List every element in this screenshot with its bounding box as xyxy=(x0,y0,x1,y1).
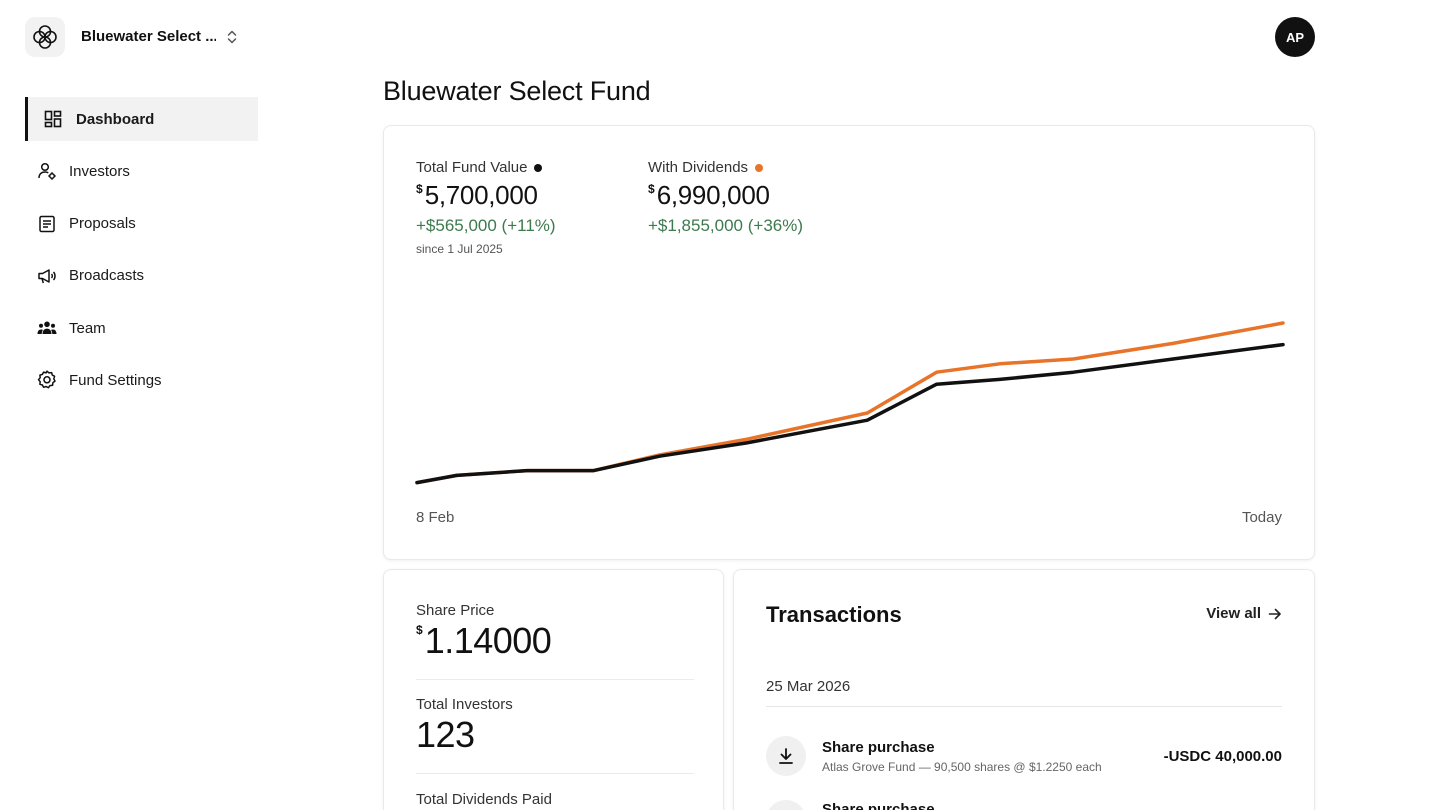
divider xyxy=(416,773,694,774)
transaction-amount: -USDC 40,000.00 xyxy=(1163,747,1282,765)
total-fund-value: 5,700,000 xyxy=(424,180,538,210)
fund-stats-card: Share Price $ 1.14000 Total Investors 12… xyxy=(383,569,724,810)
stat-label: Total Dividends Paid xyxy=(416,791,552,808)
download-arrow-icon xyxy=(766,800,806,810)
since-date: since 1 Jul 2025 xyxy=(416,242,503,256)
document-list-icon xyxy=(37,214,57,234)
sidebar-item-dashboard[interactable]: Dashboard xyxy=(25,97,258,141)
fund-name: Bluewater Select ... xyxy=(81,28,216,45)
sidebar-item-label: Team xyxy=(69,319,106,337)
metric-label: Total Fund Value xyxy=(416,159,528,176)
transactions-date-header: 25 Mar 2026 xyxy=(766,678,851,695)
with-dividends-value: 6,990,000 xyxy=(656,180,770,210)
sidebar-item-label: Proposals xyxy=(69,215,136,233)
view-all-link[interactable]: View all xyxy=(1206,605,1282,622)
legend-dot xyxy=(755,163,764,172)
divider xyxy=(416,679,694,680)
transaction-row[interactable]: Share purchase xyxy=(766,799,1282,810)
sidebar-item-investors[interactable]: Investors xyxy=(25,149,258,193)
sidebar-item-label: Investors xyxy=(69,162,130,180)
fund-value-line-chart xyxy=(415,321,1285,485)
gear-icon xyxy=(37,370,57,390)
sidebar-item-proposals[interactable]: Proposals xyxy=(25,202,258,246)
total-dividends-stat: Total Dividends Paid xyxy=(416,791,694,808)
sidebar-item-team[interactable]: Team xyxy=(25,306,258,350)
stat-label: Share Price xyxy=(416,602,495,619)
transaction-name: Share purchase xyxy=(822,738,935,756)
with-dividends-metric: With Dividends $ 6,990,000 +$1,855,000 (… xyxy=(648,159,803,236)
view-all-label: View all xyxy=(1206,605,1261,622)
fund-value-card: Total Fund Value $ 5,700,000 +$565,000 (… xyxy=(383,125,1315,560)
user-avatar[interactable]: AP xyxy=(1275,17,1315,57)
transactions-card: Transactions View all 25 Mar 2026 Share … xyxy=(733,569,1315,810)
transaction-row[interactable]: Share purchase Atlas Grove Fund — 90,500… xyxy=(766,735,1282,777)
currency-symbol: $ xyxy=(416,182,423,196)
megaphone-icon xyxy=(37,266,57,286)
total-fund-change: +$565,000 (+11%) xyxy=(416,216,556,235)
chevron-updown-icon xyxy=(226,29,238,45)
metric-label: With Dividends xyxy=(648,159,749,176)
divider xyxy=(766,706,1282,707)
clover-logo-icon xyxy=(25,16,65,57)
fund-switcher[interactable]: Bluewater Select ... xyxy=(25,16,238,57)
sidebar-item-label: Dashboard xyxy=(76,110,155,128)
sidebar-item-broadcasts[interactable]: Broadcasts xyxy=(25,254,258,298)
currency-symbol: $ xyxy=(648,182,655,196)
with-dividends-change: +$1,855,000 (+36%) xyxy=(648,216,804,235)
sidebar-item-fund-settings[interactable]: Fund Settings xyxy=(25,358,258,402)
total-fund-value-line xyxy=(415,342,1285,485)
arrow-right-icon xyxy=(1268,608,1281,619)
currency-symbol: $ xyxy=(416,623,423,637)
total-investors-value: 123 xyxy=(416,714,475,755)
team-icon xyxy=(37,318,57,338)
users-gear-icon xyxy=(37,161,57,181)
stat-label: Total Investors xyxy=(416,696,513,713)
transaction-detail: Atlas Grove Fund — 90,500 shares @ $1.22… xyxy=(822,759,1102,774)
sidebar-item-label: Broadcasts xyxy=(69,267,145,285)
page-title: Bluewater Select Fund xyxy=(383,76,651,106)
total-investors-stat: Total Investors 123 xyxy=(416,696,694,755)
dashboard-grid-icon xyxy=(43,109,63,129)
share-price-stat: Share Price $ 1.14000 xyxy=(416,602,694,661)
share-price-value: 1.14000 xyxy=(424,620,552,661)
sidebar-nav: Dashboard Investors Proposals xyxy=(25,97,258,411)
total-fund-value-metric: Total Fund Value $ 5,700,000 +$565,000 (… xyxy=(416,159,556,256)
x-axis-end-label: Today xyxy=(1241,509,1282,526)
x-axis-start-label: 8 Feb xyxy=(416,509,455,526)
transaction-name: Share purchase xyxy=(822,801,935,810)
transactions-title: Transactions xyxy=(766,602,902,627)
download-arrow-icon xyxy=(766,736,806,776)
with-dividends-line xyxy=(415,321,1285,485)
sidebar-item-label: Fund Settings xyxy=(69,371,162,389)
legend-dot xyxy=(534,163,543,172)
